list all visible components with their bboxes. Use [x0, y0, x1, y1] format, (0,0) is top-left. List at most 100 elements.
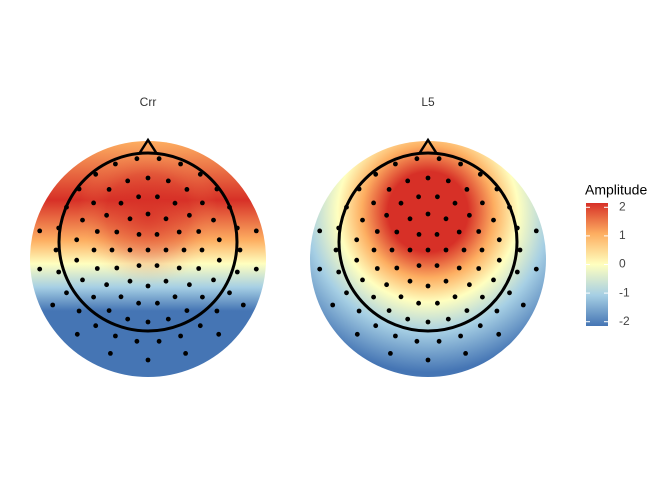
electrode — [386, 187, 392, 192]
electrode — [317, 266, 323, 272]
electrode — [476, 229, 482, 234]
electrode — [371, 247, 377, 253]
electrode — [200, 294, 205, 300]
electrode — [477, 323, 483, 329]
nose — [417, 137, 439, 155]
electrode — [461, 247, 467, 253]
electrode — [356, 186, 362, 192]
electrode — [435, 194, 440, 200]
electrode — [491, 277, 496, 283]
electrode — [104, 282, 109, 288]
electrode — [178, 333, 184, 339]
electrode — [354, 257, 360, 263]
electrode — [425, 247, 431, 253]
colorbar — [586, 203, 608, 326]
electrode — [373, 323, 379, 329]
colorbar-tick-label: 2 — [619, 199, 626, 213]
electrode — [227, 290, 232, 296]
electrode — [118, 200, 124, 206]
electrode — [445, 178, 451, 184]
electrode — [50, 302, 56, 308]
electrode — [467, 282, 472, 288]
electrode — [416, 300, 421, 306]
panel-title: L5 — [421, 95, 435, 109]
electrode — [425, 319, 431, 325]
electrode — [443, 247, 449, 253]
electrode — [425, 211, 431, 217]
electrode — [445, 316, 451, 322]
electrode — [154, 232, 160, 237]
electrode — [384, 282, 389, 288]
electrode — [145, 357, 151, 363]
electrode — [74, 331, 80, 337]
electrode — [125, 316, 131, 322]
electrode — [330, 302, 336, 308]
electrode — [436, 156, 442, 162]
electrode — [181, 247, 187, 253]
electrode — [145, 283, 151, 289]
electrode — [371, 200, 376, 206]
electrode — [520, 302, 526, 308]
electrode — [416, 232, 422, 237]
electrode — [211, 217, 216, 223]
electrode — [113, 333, 118, 339]
electrode — [93, 323, 99, 329]
electrode — [163, 216, 169, 222]
electrode — [464, 187, 470, 192]
electrode — [317, 228, 323, 234]
electrode — [94, 229, 100, 234]
electrode — [514, 225, 520, 231]
electrode — [344, 290, 349, 296]
electrode — [394, 265, 400, 271]
electrode — [234, 269, 240, 275]
electrode — [76, 186, 82, 192]
electrode — [136, 263, 142, 268]
electrode — [405, 178, 411, 184]
electrode — [108, 351, 113, 356]
electrode — [467, 212, 472, 218]
electrode — [127, 278, 133, 284]
electrode — [477, 171, 483, 177]
electrode — [64, 290, 69, 296]
electrode — [476, 266, 482, 271]
electrode — [480, 200, 485, 206]
electrode — [425, 357, 431, 363]
electrode — [145, 211, 151, 217]
electrode — [253, 228, 259, 234]
field — [310, 141, 546, 377]
electrode — [405, 316, 411, 322]
electrode — [533, 266, 539, 272]
electrode — [196, 266, 202, 271]
electrode — [37, 266, 43, 272]
electrode — [458, 161, 463, 167]
colorbar-tick-label: -2 — [619, 314, 630, 328]
electrode — [344, 204, 349, 210]
colorbar-tick-label: 1 — [619, 228, 626, 242]
head-outline — [337, 151, 519, 333]
electrode — [452, 200, 458, 206]
electrode — [64, 204, 69, 210]
electrode — [494, 186, 500, 192]
electrode — [183, 351, 189, 356]
electrode — [443, 216, 449, 222]
electrode — [434, 263, 440, 268]
electrode — [374, 229, 380, 234]
electrode — [216, 257, 222, 263]
electrode — [507, 290, 512, 296]
head-outline — [57, 151, 239, 333]
electrode — [216, 331, 222, 337]
electrode — [187, 282, 192, 288]
electrode — [37, 228, 43, 234]
electrode — [237, 247, 243, 253]
electrode — [114, 229, 120, 235]
electrode — [435, 300, 440, 306]
electrode — [373, 171, 379, 177]
electrode — [354, 237, 360, 243]
electrode — [463, 351, 468, 356]
electrode — [374, 266, 380, 271]
electrode — [172, 200, 178, 206]
electrode — [480, 294, 485, 300]
electrode — [155, 194, 160, 200]
electrode — [91, 294, 96, 300]
electrode — [145, 175, 151, 181]
